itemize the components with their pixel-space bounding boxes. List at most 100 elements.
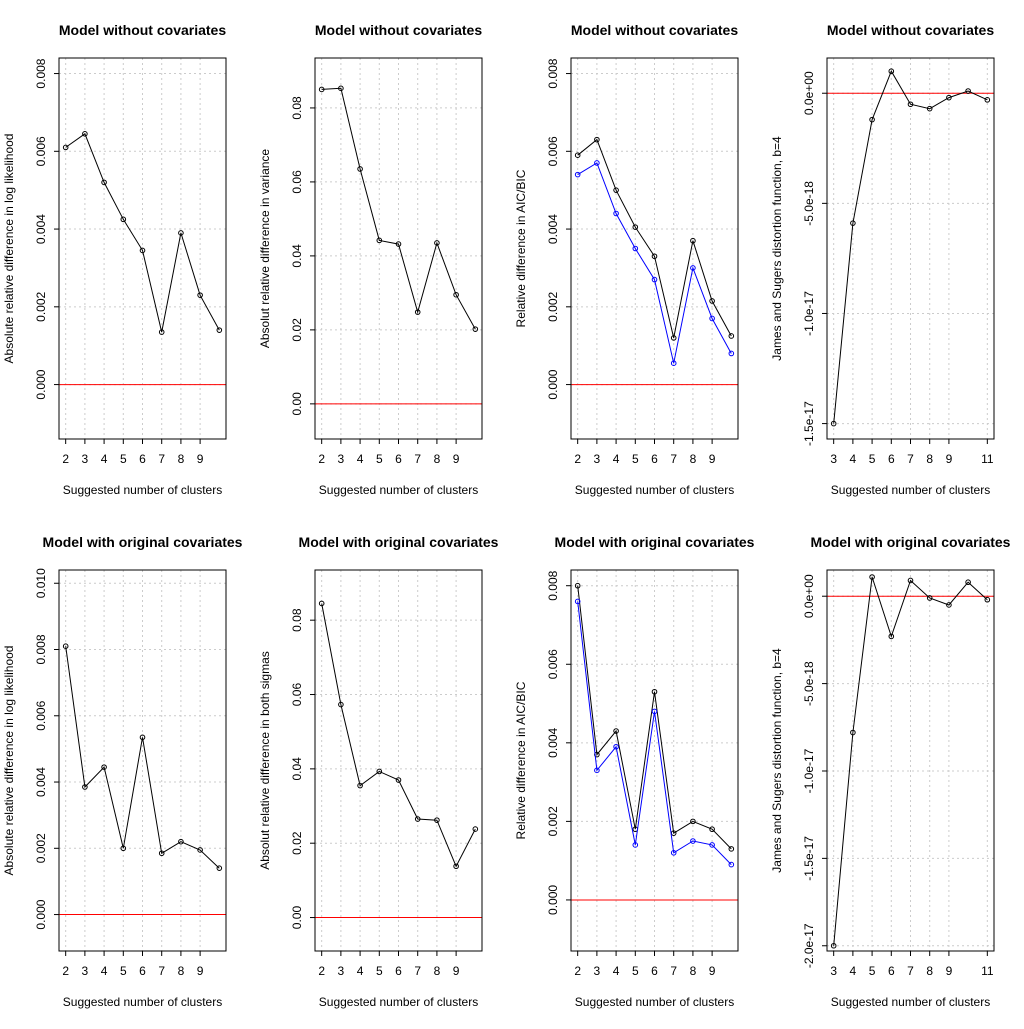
y-tick-label: 0.06 [290,683,304,707]
x-tick-label: 7 [158,964,165,978]
data-point [632,842,639,848]
data-point [472,826,479,832]
data-point [376,237,383,244]
y-tick-label: 0.0e+00 [802,71,816,115]
x-tick-label: 9 [946,452,953,466]
x-axis-label: Suggested number of clusters [575,995,734,1009]
data-point [907,101,914,108]
data-point [728,861,735,868]
y-tick-label: 0.002 [546,291,560,321]
x-tick-label: 8 [178,452,185,466]
panel-6: Model with original covariates 2 3 4 5 6 7 8 9 0.… [258,534,499,1009]
data-point [414,816,421,822]
data-point [869,574,875,580]
panel-title: Model with original covariates [811,534,1011,550]
y-tick-label: 0.000 [546,369,560,399]
y-tick-label: 0.006 [34,700,48,730]
data-point [888,68,895,75]
data-point [632,245,639,252]
y-axis-label: Relative difference in AIC/BIC [514,681,528,839]
data-point [574,582,581,589]
data-point [434,817,440,823]
data-point [139,734,146,741]
y-tick-label: 0.000 [546,885,560,915]
data-point [594,767,600,774]
y-tick-label: 0.004 [546,214,560,244]
data-point [709,315,715,322]
series-line-log-likelihood [65,133,220,333]
y-axis-label: Absolut relative difference in both sigm… [258,651,272,870]
data-point [594,160,600,166]
data-point [651,688,658,695]
series-line-aic [577,138,732,339]
y-tick-label: 0.08 [290,608,304,632]
data-point [830,942,837,949]
series-line-bic [577,601,732,865]
x-tick-label: 3 [830,964,837,978]
data-point [651,276,658,283]
data-point [613,728,619,734]
y-tick-label: 0.006 [546,136,560,166]
y-tick-label: 0.002 [546,806,560,836]
x-tick-label: 8 [926,452,933,466]
data-point [690,838,696,844]
x-tick-label: 9 [197,452,204,466]
x-tick-label: 4 [850,964,857,978]
x-tick-label: 4 [101,964,108,978]
y-tick-label: -2.0e-17 [802,923,816,968]
data-point [594,751,600,758]
data-point [357,782,363,789]
data-point [907,577,914,584]
data-point [318,600,325,607]
x-tick-label: 7 [158,452,165,466]
data-point [178,230,184,236]
data-point [690,237,696,244]
x-tick-label: 6 [651,452,658,466]
data-point [728,350,735,357]
x-tick-label: 9 [197,964,204,978]
data-point [62,643,69,650]
y-tick-label: 0.000 [34,899,48,929]
data-point [651,708,658,715]
data-point [338,701,344,708]
panel-title: Model with original covariates [555,534,755,550]
y-tick-label: 0.00 [290,906,304,930]
y-tick-label: 0.08 [290,96,304,120]
x-tick-label: 3 [594,452,601,466]
y-tick-label: -1.0e-17 [802,291,816,336]
series-line-log-likelihood [65,646,220,869]
data-point [101,764,107,770]
data-point [869,116,875,123]
data-point [709,842,715,848]
data-point [472,326,479,332]
x-tick-label: 6 [888,964,895,978]
data-point [632,224,639,230]
data-point [709,298,715,304]
x-tick-label: 5 [869,452,876,466]
y-tick-label: 0.006 [34,136,48,166]
x-axis-label: Suggested number of clusters [63,483,222,497]
x-tick-label: 5 [376,452,383,466]
data-point [178,838,184,845]
data-point [728,333,735,339]
x-tick-label: 8 [178,964,185,978]
y-tick-label: 0.008 [546,58,560,88]
x-tick-label: 6 [395,452,402,466]
x-tick-label: 8 [690,964,697,978]
data-point [946,602,952,608]
x-axis-label: Suggested number of clusters [831,995,990,1009]
panel-title: Model without covariates [571,22,738,38]
data-point [395,777,402,783]
y-axis-label: Absolut relative difference in variance [258,149,272,349]
x-tick-label: 9 [946,964,953,978]
panel-1: Model without covariates 2 3 4 5 6 7 8 9 0.000 0.0… [2,22,227,497]
y-tick-label: 0.04 [290,757,304,781]
x-tick-label: 7 [670,964,677,978]
data-point [82,784,88,790]
x-axis-label: Suggested number of clusters [831,483,990,497]
data-point [376,768,383,775]
x-tick-label: 3 [82,964,89,978]
y-tick-label: 0.002 [34,291,48,321]
data-point [965,579,971,586]
series-line-sigmas [321,603,476,868]
